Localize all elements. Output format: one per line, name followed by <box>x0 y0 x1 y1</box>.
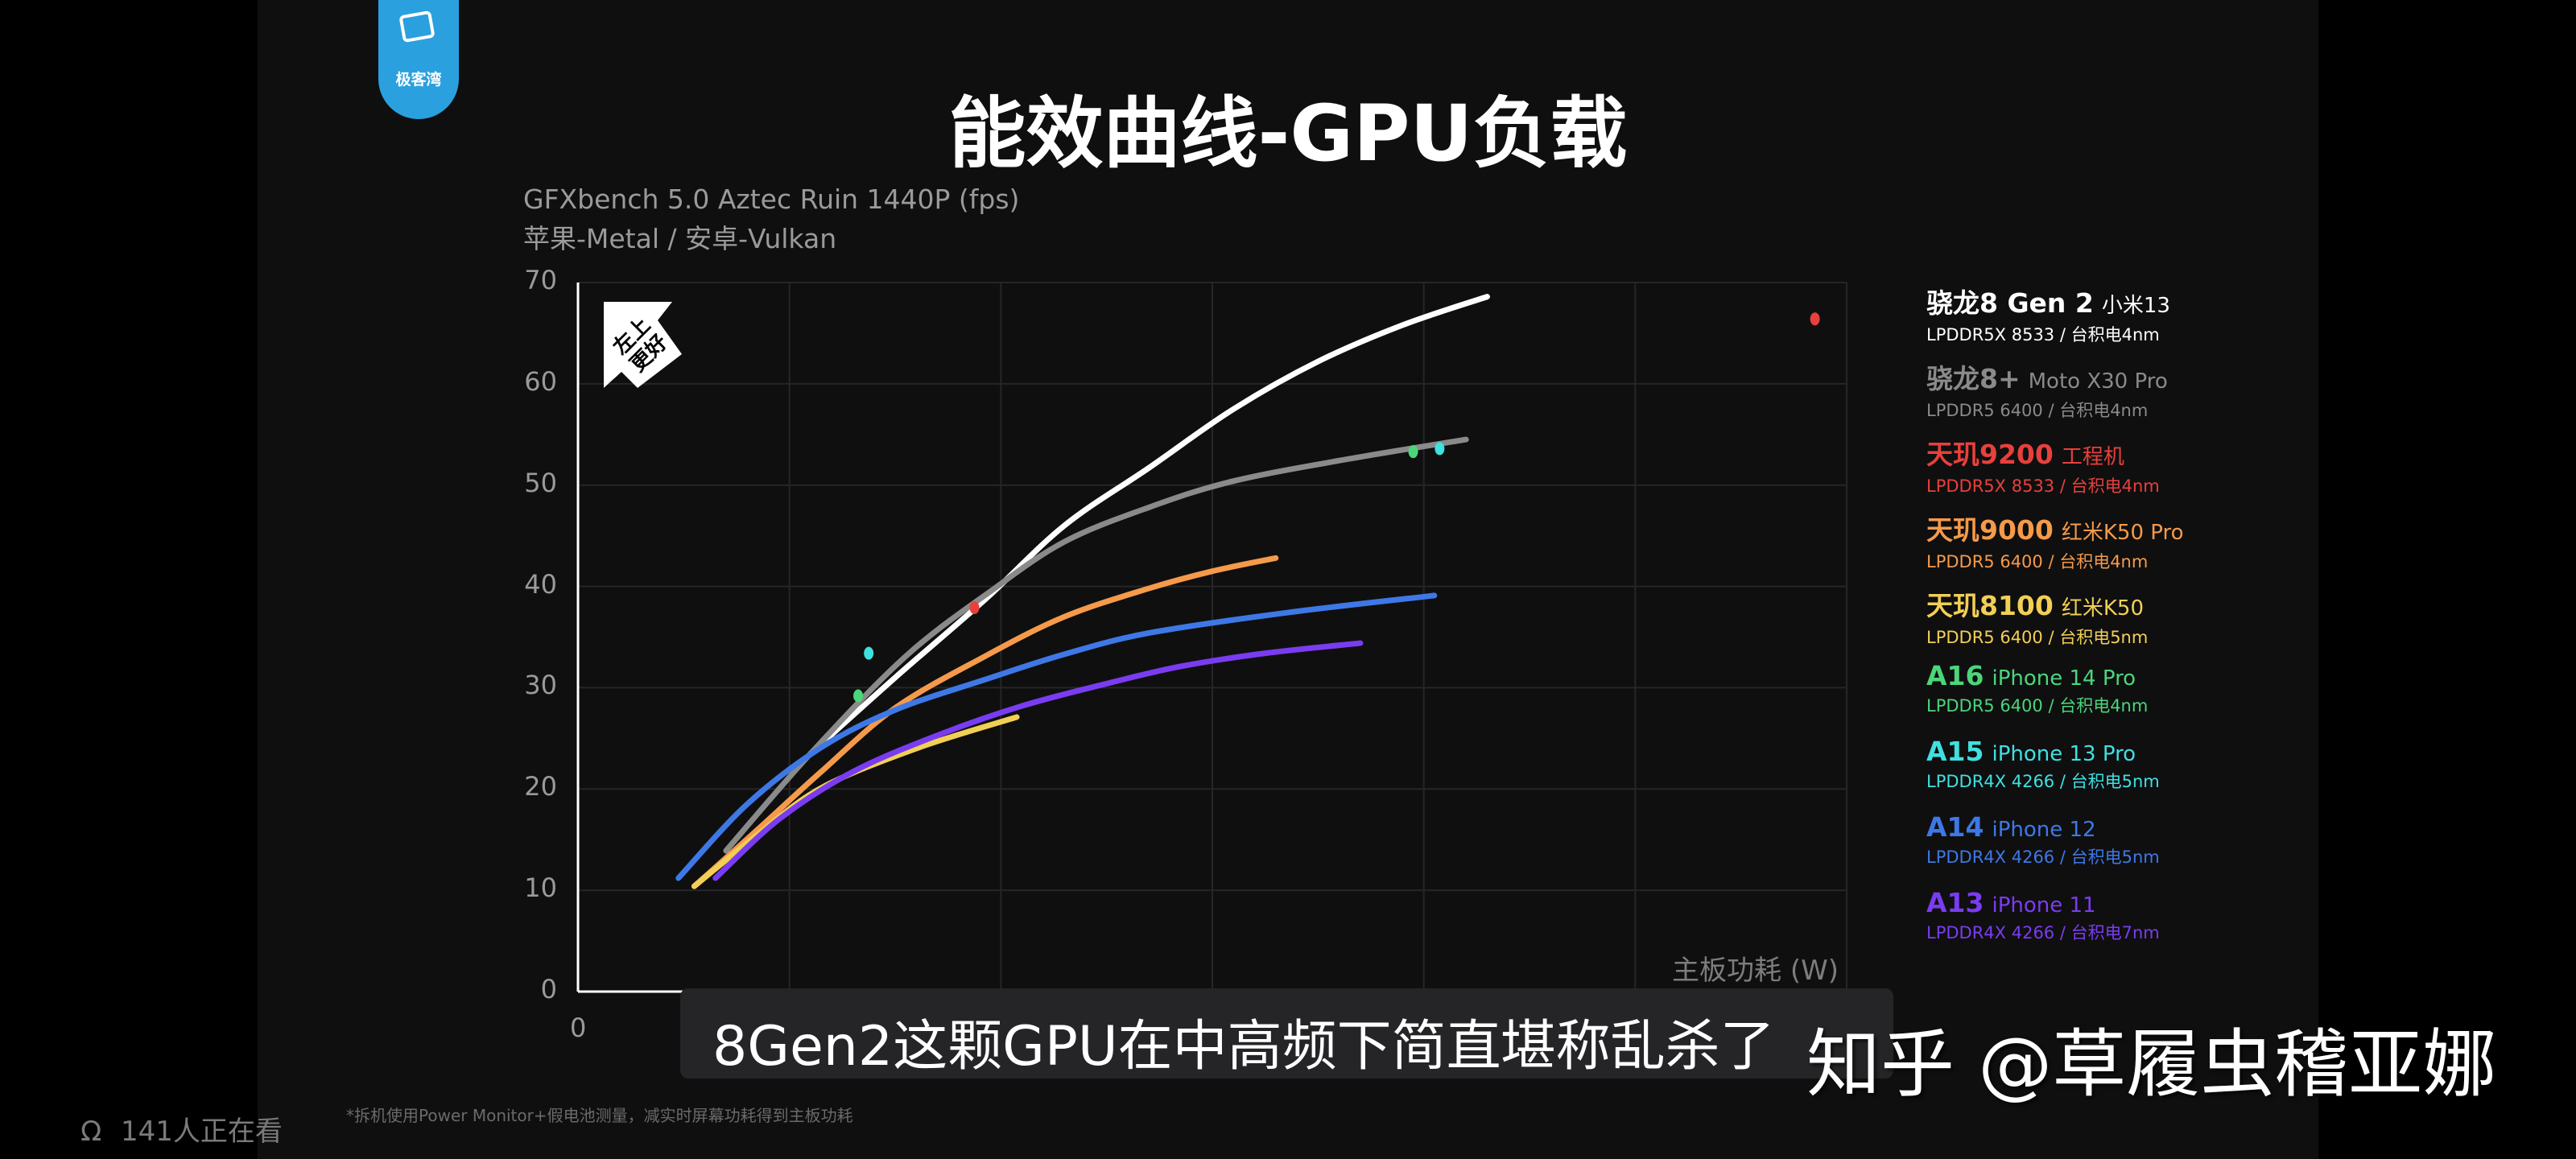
x-axis-label: 主板功耗 (W) <box>1672 955 1839 987</box>
data-point-a16 <box>853 689 864 703</box>
legend-spec: LPDDR4X 4266 / 台积电5nm <box>1926 848 2160 867</box>
data-point-a16 <box>1408 445 1418 459</box>
series-line-a14 <box>675 592 1438 881</box>
legend-device: 工程机 <box>2061 445 2124 469</box>
legend-entry: 天玑8100 红米K50 LPDDR5 6400 / 台积电5nm <box>1926 584 2184 660</box>
legend-chip-name: A15 <box>1926 736 1984 767</box>
legend-entry: 骁龙8+ Moto X30 Pro LPDDR5 6400 / 台积电4nm <box>1926 357 2184 433</box>
data-point-天玑9200 <box>1810 312 1820 326</box>
series-line-骁龙8-gen-2 <box>807 294 1490 757</box>
y-tick-label: 30 <box>524 670 557 701</box>
logo-name: 极客湾 <box>395 71 442 89</box>
series-line-骁龙8+ <box>723 436 1469 854</box>
footnote: *拆机使用Power Monitor+假电池测量，减实时屏幕功耗得到主板功耗 <box>346 1106 853 1125</box>
data-point-天玑9200 <box>969 601 980 615</box>
legend-chip-name: 骁龙8 Gen 2 <box>1926 287 2094 319</box>
legend-chip-name: 天玑8100 <box>1926 590 2054 621</box>
y-tick-label: 10 <box>524 872 557 904</box>
legend-spec: LPDDR5X 8533 / 台积电4nm <box>1926 325 2160 344</box>
data-point-a15 <box>864 646 874 660</box>
legend-chip-name: 骁龙8+ <box>1926 363 2021 394</box>
legend-device: iPhone 12 <box>1992 818 2096 842</box>
legend-entry: A15 iPhone 13 Pro LPDDR4X 4266 / 台积电5nm <box>1926 736 2184 811</box>
y-tick-label: 0 <box>540 974 557 1004</box>
brand-logo: 极客湾 <box>378 0 459 119</box>
legend-device: 红米K50 <box>2061 596 2144 621</box>
legend-spec: LPDDR5 6400 / 台积电4nm <box>1926 401 2149 420</box>
video-frame <box>258 0 2318 1159</box>
legend-device: 小米13 <box>2101 294 2170 318</box>
y-tick-label: 20 <box>524 771 557 802</box>
legend-device: iPhone 11 <box>1992 893 2096 918</box>
legend: 骁龙8 Gen 2 小米13 LPDDR5X 8533 / 台积电4nm 骁龙8+ Mo… <box>1926 282 2184 963</box>
legend-chip-name: A14 <box>1926 811 1984 843</box>
legend-entry: 骁龙8 Gen 2 小米13 LPDDR5X 8533 / 台积电4nm <box>1926 282 2184 357</box>
legend-spec: LPDDR4X 4266 / 台积电5nm <box>1926 772 2160 791</box>
legend-chip-name: A16 <box>1926 660 1984 691</box>
legend-chip-name: 天玑9000 <box>1926 514 2054 546</box>
legend-device: iPhone 13 Pro <box>1992 742 2136 766</box>
legend-device: Moto X30 Pro <box>2028 369 2168 394</box>
y-tick-label: 50 <box>524 467 557 498</box>
chart-subtitle-benchmark: GFXbench 5.0 Aztec Ruin 1440P (fps) <box>523 184 1020 215</box>
legend-chip-name: A13 <box>1926 887 1984 918</box>
people-icon: Ω <box>80 1116 101 1148</box>
legend-chip-name: 天玑9200 <box>1926 439 2054 470</box>
badge-arrow-shape <box>604 302 682 388</box>
y-tick-label: 60 <box>524 365 557 397</box>
chart-subtitle-api: 苹果-Metal / 安卓-Vulkan <box>523 223 837 254</box>
viewer-count: Ω 141人正在看 <box>80 1109 338 1149</box>
legend-device: 红米K50 Pro <box>2061 521 2184 545</box>
upper-left-better-badge: 左上 更好 <box>604 302 682 388</box>
data-point-a15 <box>1435 442 1445 456</box>
legend-entry: A16 iPhone 14 Pro LPDDR5 6400 / 台积电4nm <box>1926 660 2184 736</box>
viewer-count-text: 141人正在看 <box>121 1116 283 1148</box>
legend-spec: LPDDR5 6400 / 台积电4nm <box>1926 696 2149 716</box>
chart-title: 能效曲线-GPU负载 <box>948 89 1628 179</box>
series-line-a13 <box>712 640 1364 881</box>
video-subtitle: 8Gen2这颗GPU在中高频下简直堪称乱杀了 <box>680 988 1893 1079</box>
subtitle-text: 8Gen2这颗GPU在中高频下简直堪称乱杀了 <box>712 1015 1775 1079</box>
legend-device: iPhone 14 Pro <box>1992 666 2136 691</box>
watermark: 知乎 @草履虫稽亚娜 <box>1806 1021 2497 1107</box>
legend-spec: LPDDR4X 4266 / 台积电7nm <box>1926 923 2160 942</box>
legend-spec: LPDDR5 6400 / 台积电4nm <box>1926 552 2149 571</box>
legend-entry: 天玑9000 红米K50 Pro LPDDR5 6400 / 台积电4nm <box>1926 509 2184 584</box>
y-tick-label: 70 <box>524 265 557 295</box>
legend-spec: LPDDR5X 8533 / 台积电4nm <box>1926 476 2160 496</box>
legend-spec: LPDDR5 6400 / 台积电5nm <box>1926 628 2149 647</box>
series-line-天玑9000 <box>691 555 1279 889</box>
y-tick-label: 40 <box>524 568 557 600</box>
legend-entry: 天玑9200 工程机 LPDDR5X 8533 / 台积电4nm <box>1926 433 2184 509</box>
legend-entry: A13 iPhone 11 LPDDR4X 4266 / 台积电7nm <box>1926 887 2184 963</box>
x-tick-label: 0 <box>570 1013 587 1043</box>
legend-entry: A14 iPhone 12 LPDDR4X 4266 / 台积电5nm <box>1926 811 2184 887</box>
